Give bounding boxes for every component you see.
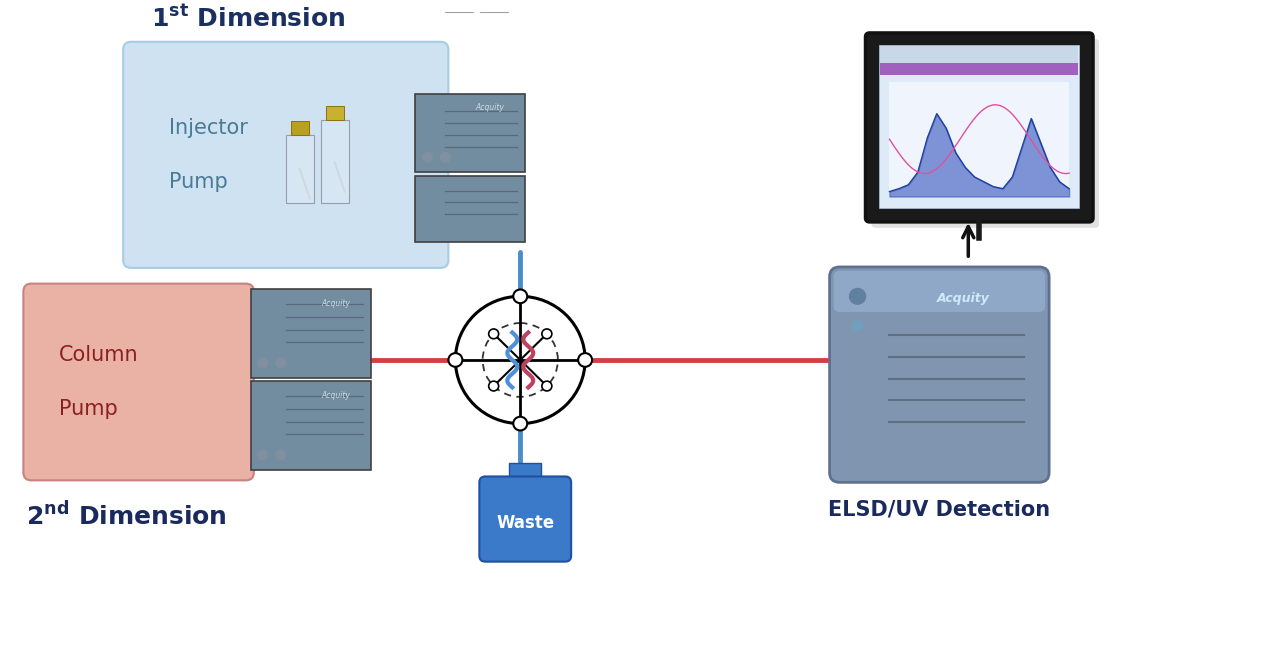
- Bar: [321, 120, 348, 203]
- FancyBboxPatch shape: [833, 271, 1044, 312]
- Bar: [881, 63, 1078, 75]
- Text: Acquity: Acquity: [937, 291, 989, 305]
- Circle shape: [422, 153, 433, 162]
- Circle shape: [513, 290, 527, 303]
- FancyBboxPatch shape: [865, 33, 1093, 222]
- FancyBboxPatch shape: [872, 39, 1100, 228]
- Bar: [480, 0, 508, 13]
- Bar: [509, 463, 541, 484]
- Bar: [416, 176, 525, 242]
- Bar: [251, 382, 371, 470]
- Bar: [325, 107, 343, 120]
- Text: ELSD/UV Detection: ELSD/UV Detection: [828, 500, 1051, 520]
- Bar: [285, 135, 314, 203]
- Bar: [445, 0, 474, 13]
- Circle shape: [541, 329, 552, 339]
- FancyBboxPatch shape: [829, 267, 1050, 482]
- Text: Column: Column: [59, 345, 140, 365]
- Text: $\mathbf{1^{st}}$ Dimension: $\mathbf{1^{st}}$ Dimension: [151, 5, 346, 32]
- Circle shape: [852, 321, 863, 330]
- Text: Waste: Waste: [497, 515, 554, 532]
- Bar: [879, 45, 1079, 208]
- Circle shape: [456, 296, 585, 424]
- Circle shape: [275, 450, 285, 460]
- Text: Injector: Injector: [169, 118, 248, 138]
- Circle shape: [513, 417, 527, 430]
- Circle shape: [448, 353, 462, 367]
- FancyBboxPatch shape: [23, 284, 253, 480]
- Circle shape: [489, 381, 499, 391]
- Circle shape: [579, 353, 593, 367]
- Circle shape: [541, 381, 552, 391]
- Bar: [291, 121, 308, 135]
- Circle shape: [257, 358, 268, 368]
- Circle shape: [440, 153, 451, 162]
- Circle shape: [850, 288, 865, 304]
- Bar: [881, 45, 1078, 207]
- Circle shape: [275, 358, 285, 368]
- Bar: [251, 290, 371, 378]
- Circle shape: [489, 329, 499, 339]
- Text: $\mathbf{2^{nd}}$ Dimension: $\mathbf{2^{nd}}$ Dimension: [27, 502, 227, 530]
- Text: Acquity: Acquity: [321, 392, 351, 400]
- Bar: [890, 82, 1069, 197]
- Text: Pump: Pump: [169, 172, 228, 191]
- Bar: [416, 93, 525, 172]
- Text: Acquity: Acquity: [476, 103, 504, 113]
- Text: Acquity: Acquity: [321, 299, 351, 308]
- Bar: [881, 45, 1078, 63]
- FancyBboxPatch shape: [123, 41, 448, 268]
- Circle shape: [257, 450, 268, 460]
- FancyBboxPatch shape: [479, 476, 571, 562]
- Text: Pump: Pump: [59, 399, 118, 419]
